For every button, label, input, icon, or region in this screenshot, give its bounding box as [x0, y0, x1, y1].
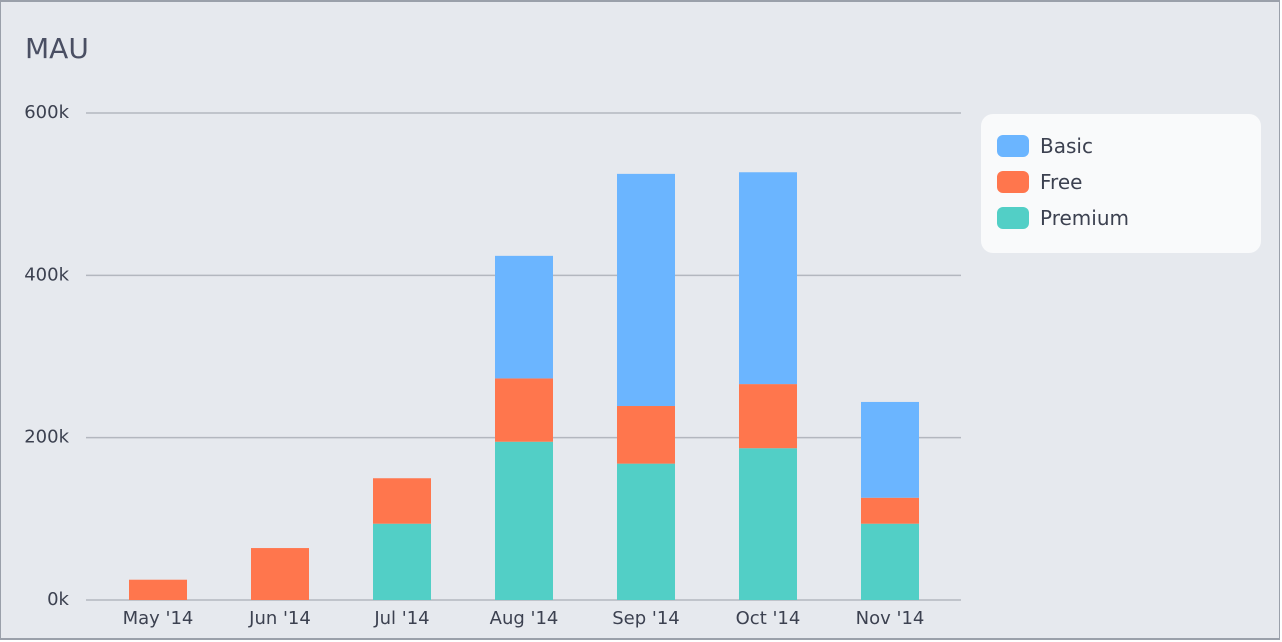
x-tick-label: Jul '14	[373, 608, 429, 629]
y-tick-label: 600k	[24, 102, 69, 123]
legend-item[interactable]: Free	[997, 170, 1082, 194]
bar-segment	[739, 448, 797, 600]
x-tick-label: May '14	[123, 608, 194, 629]
bar-segment	[129, 579, 187, 600]
legend-swatch	[997, 207, 1029, 229]
legend: Basic Free Premium	[981, 114, 1261, 253]
bar-segment	[861, 497, 919, 524]
bar-segment	[495, 441, 553, 600]
legend-swatch	[997, 135, 1029, 157]
legend-item[interactable]: Basic	[997, 134, 1093, 158]
y-tick-label: 200k	[24, 427, 69, 448]
legend-item[interactable]: Premium	[997, 206, 1129, 230]
y-tick-label: 400k	[24, 264, 69, 285]
x-tick-label: Sep '14	[612, 608, 680, 629]
bar-segment	[617, 463, 675, 600]
legend-label: Free	[1040, 170, 1083, 194]
bar-segment	[495, 378, 553, 442]
x-tick-label: Aug '14	[490, 608, 559, 629]
legend-label: Basic	[1040, 134, 1093, 158]
legend-swatch	[997, 171, 1029, 193]
bar-segment	[617, 406, 675, 464]
y-tick-label: 0k	[47, 589, 69, 610]
bar-segment	[739, 384, 797, 449]
legend-label: Premium	[1040, 206, 1129, 230]
bar-segment	[617, 173, 675, 407]
x-tick-label: Oct '14	[736, 608, 801, 629]
bar-segment	[861, 523, 919, 600]
bar-segment	[373, 478, 431, 524]
bar-segment	[373, 523, 431, 600]
chart-title: MAU	[25, 32, 89, 65]
bar-segment	[251, 548, 309, 600]
bar-segment	[739, 172, 797, 385]
bar-segment	[495, 255, 553, 379]
x-tick-label: Jun '14	[248, 608, 311, 629]
x-tick-label: Nov '14	[856, 608, 925, 629]
bar-segment	[861, 401, 919, 498]
